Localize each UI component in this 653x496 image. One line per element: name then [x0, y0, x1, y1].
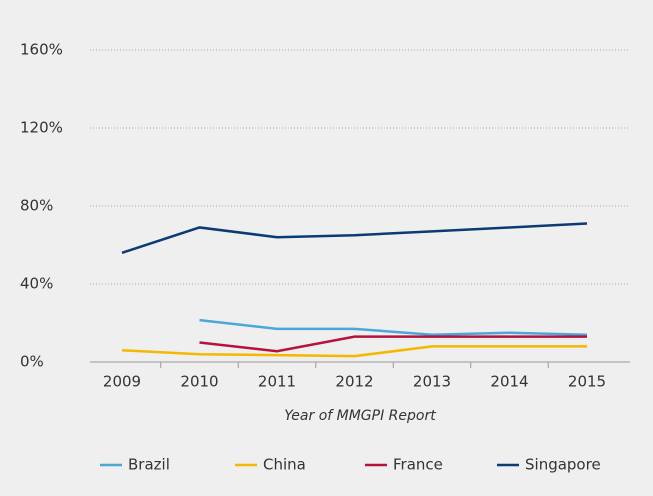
- line-series: [121, 345, 587, 358]
- y-tick-label: 0%: [20, 353, 44, 371]
- legend-label: Brazil: [128, 456, 170, 474]
- x-tick-label: 2011: [258, 373, 296, 391]
- line-series: [121, 222, 588, 254]
- line-series: [199, 318, 588, 336]
- legend-label: Singapore: [525, 456, 601, 474]
- y-tick-label: 160%: [20, 41, 63, 59]
- legend-label: France: [393, 456, 443, 474]
- x-tick-label: 2013: [413, 373, 451, 391]
- x-tick-label: 2012: [335, 373, 373, 391]
- line-series: [199, 335, 587, 353]
- y-tick-label: 120%: [20, 119, 63, 137]
- y-tick-label: 40%: [20, 275, 53, 293]
- x-axis-label: Year of MMGPI Report: [284, 408, 436, 424]
- x-tick-label: 2015: [568, 373, 606, 391]
- legend-label: China: [263, 456, 306, 474]
- x-tick-label: 2009: [103, 373, 141, 391]
- y-tick-label: 80%: [20, 197, 53, 215]
- x-tick-label: 2014: [490, 373, 528, 391]
- x-tick-label: 2010: [180, 373, 218, 391]
